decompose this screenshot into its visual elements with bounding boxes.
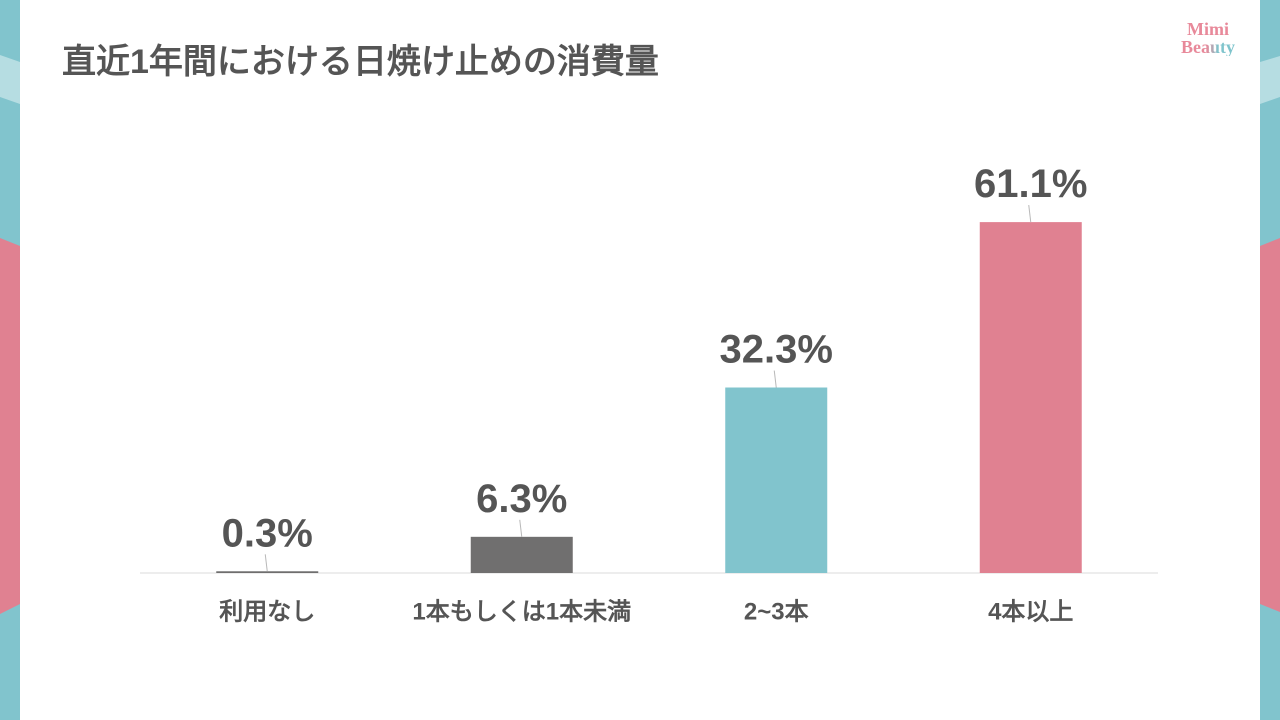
data-label-leader-1 xyxy=(264,554,268,572)
decoration-light-band xyxy=(0,55,20,104)
decoration-pink-band xyxy=(0,238,20,614)
category-label-2: 1本もしくは1本未満 xyxy=(412,599,631,626)
side-decoration-left xyxy=(0,0,20,720)
logo-text-beauty: Beauty xyxy=(1166,38,1250,56)
category-label-4: 4本以上 xyxy=(988,599,1073,626)
decoration-pink-band xyxy=(1260,238,1280,612)
data-label-2: 6.3% xyxy=(476,477,567,521)
brand-logo: Mimi Beauty xyxy=(1166,20,1250,56)
logo-text-mimi: Mimi xyxy=(1187,19,1229,39)
category-label-3: 2~3本 xyxy=(744,599,809,626)
side-decoration-right xyxy=(1260,0,1280,720)
data-label-4: 61.1% xyxy=(974,162,1087,206)
data-label-1: 0.3% xyxy=(222,511,313,555)
bar-1 xyxy=(216,571,319,573)
slide-title: 直近1年間における日焼け止めの消費量 xyxy=(62,43,659,81)
data-label-3: 32.3% xyxy=(720,328,833,372)
bar-4 xyxy=(979,222,1082,573)
category-label-1: 利用なし xyxy=(219,599,315,626)
bar-3 xyxy=(725,387,828,573)
data-label-leader-3 xyxy=(773,370,777,388)
decoration-light-band xyxy=(1260,56,1280,104)
data-label-leader-4 xyxy=(1028,205,1032,223)
bar-2 xyxy=(470,536,573,573)
data-label-leader-2 xyxy=(519,519,523,537)
